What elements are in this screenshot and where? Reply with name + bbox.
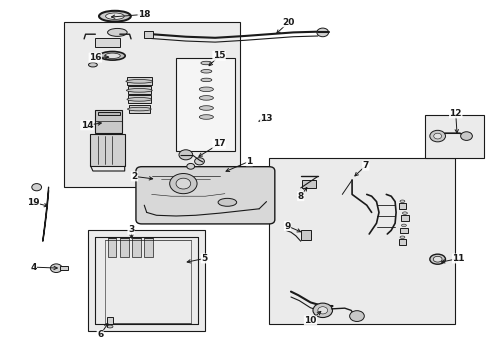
Text: 17: 17	[212, 139, 225, 148]
Circle shape	[317, 307, 327, 314]
Ellipse shape	[88, 63, 97, 67]
Circle shape	[316, 28, 328, 37]
Bar	[300, 230, 311, 240]
Ellipse shape	[127, 107, 151, 111]
Ellipse shape	[201, 61, 211, 65]
Text: 15: 15	[212, 51, 225, 60]
Text: 8: 8	[297, 192, 303, 201]
Circle shape	[349, 311, 364, 321]
Bar	[90, 134, 124, 166]
Circle shape	[176, 178, 190, 189]
Ellipse shape	[107, 28, 127, 36]
Ellipse shape	[402, 212, 407, 214]
Ellipse shape	[399, 236, 404, 239]
Ellipse shape	[201, 78, 211, 82]
Bar	[268, 158, 454, 324]
Text: 7: 7	[362, 161, 368, 170]
Circle shape	[460, 132, 471, 140]
Circle shape	[186, 163, 194, 169]
Bar	[60, 266, 68, 270]
Ellipse shape	[99, 11, 131, 22]
Bar	[106, 317, 113, 324]
Ellipse shape	[199, 87, 213, 91]
Circle shape	[312, 303, 332, 318]
Text: 10: 10	[304, 316, 316, 325]
Circle shape	[50, 264, 62, 273]
Text: 14: 14	[81, 121, 93, 130]
Ellipse shape	[218, 198, 236, 206]
Ellipse shape	[125, 80, 152, 83]
Bar	[128, 95, 150, 103]
Bar	[398, 239, 406, 245]
Text: 13: 13	[260, 114, 272, 123]
Text: 16: 16	[89, 53, 102, 62]
Bar	[63, 22, 239, 187]
Text: 12: 12	[448, 109, 461, 118]
Ellipse shape	[429, 254, 445, 264]
Circle shape	[169, 174, 197, 194]
Bar	[107, 238, 116, 257]
Ellipse shape	[401, 224, 406, 227]
Text: 2: 2	[131, 172, 137, 181]
Bar	[425, 115, 483, 158]
Ellipse shape	[104, 53, 120, 58]
Ellipse shape	[199, 106, 213, 110]
Text: 6: 6	[97, 330, 103, 339]
Circle shape	[194, 158, 204, 165]
FancyBboxPatch shape	[136, 167, 274, 224]
Bar	[132, 238, 141, 257]
Text: 9: 9	[284, 222, 290, 231]
Bar	[98, 112, 120, 115]
Text: 19: 19	[27, 198, 40, 207]
Bar	[95, 38, 120, 47]
Bar	[127, 86, 151, 94]
Bar	[144, 238, 153, 257]
Ellipse shape	[127, 98, 151, 101]
Ellipse shape	[201, 69, 211, 73]
Bar	[127, 77, 151, 85]
Ellipse shape	[399, 200, 404, 202]
Circle shape	[179, 150, 192, 160]
Text: 4: 4	[30, 263, 37, 271]
Ellipse shape	[432, 256, 441, 262]
Ellipse shape	[199, 96, 213, 100]
Bar	[399, 228, 407, 233]
Circle shape	[32, 184, 41, 191]
Bar	[398, 203, 406, 209]
Circle shape	[433, 133, 441, 139]
Text: 18: 18	[138, 10, 150, 19]
Bar	[88, 230, 205, 331]
Bar	[302, 180, 315, 188]
Text: 3: 3	[128, 225, 134, 234]
Text: 1: 1	[246, 157, 252, 166]
Ellipse shape	[107, 325, 113, 328]
Bar	[144, 31, 153, 38]
Ellipse shape	[199, 115, 213, 119]
Ellipse shape	[126, 89, 152, 92]
Ellipse shape	[105, 13, 124, 19]
Text: 5: 5	[201, 254, 207, 263]
Bar	[176, 58, 234, 151]
Bar	[95, 110, 122, 133]
Text: 11: 11	[451, 254, 464, 263]
Text: 20: 20	[282, 18, 294, 27]
Circle shape	[429, 130, 445, 142]
Bar	[400, 215, 408, 221]
Bar	[128, 105, 150, 113]
Ellipse shape	[100, 51, 125, 60]
Bar	[120, 238, 128, 257]
